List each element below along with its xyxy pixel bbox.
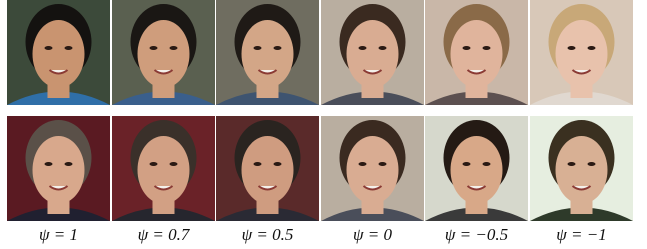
eye: [45, 46, 53, 50]
face: [556, 20, 608, 88]
eye: [359, 46, 367, 50]
eye: [359, 162, 367, 166]
eye: [254, 162, 262, 166]
eye: [379, 162, 387, 166]
face: [347, 136, 399, 204]
face: [138, 20, 190, 88]
face-image: [7, 116, 110, 221]
eye: [483, 162, 491, 166]
face: [451, 136, 503, 204]
face-image: [530, 116, 633, 221]
eye: [45, 162, 53, 166]
psi-label: ψ = 1: [39, 225, 78, 244]
eye: [483, 46, 491, 50]
face: [556, 136, 608, 204]
face-image: [216, 0, 319, 105]
eye: [274, 162, 282, 166]
eye: [274, 46, 282, 50]
face-image: [425, 116, 528, 221]
eye: [170, 162, 178, 166]
eye: [170, 46, 178, 50]
psi-label: ψ = −0.5: [445, 225, 508, 244]
eye: [150, 46, 158, 50]
eye: [254, 46, 262, 50]
figure: ψ = 1 ψ = 0.7 ψ = 0.5 ψ = 0 ψ = −0.5 ψ = −1: [0, 0, 647, 249]
face-image: [216, 116, 319, 221]
psi-label: ψ = 0.7: [138, 225, 191, 244]
eye: [65, 46, 73, 50]
eye: [150, 162, 158, 166]
face: [451, 20, 503, 88]
face-image: [112, 0, 215, 105]
face: [33, 20, 85, 88]
face-image: [321, 0, 424, 105]
eye: [568, 162, 576, 166]
eye: [588, 162, 596, 166]
psi-label: ψ = 0: [353, 225, 393, 244]
page: ψ = 1ψ = 0.7ψ = 0.5ψ = 0ψ = −0.5ψ = −1 (…: [0, 0, 647, 249]
eye: [568, 46, 576, 50]
face-image: [7, 0, 110, 105]
face-image: [425, 0, 528, 105]
face: [33, 136, 85, 204]
psi-label: ψ = 0.5: [242, 225, 294, 244]
face-image: [112, 116, 215, 221]
face-image: [321, 116, 424, 221]
eye: [463, 162, 471, 166]
face: [242, 136, 294, 204]
face: [347, 20, 399, 88]
eye: [463, 46, 471, 50]
eye: [65, 162, 73, 166]
face: [242, 20, 294, 88]
psi-label: ψ = −1: [556, 225, 607, 244]
face-image: [530, 0, 633, 105]
eye: [588, 46, 596, 50]
face: [138, 136, 190, 204]
eye: [379, 46, 387, 50]
